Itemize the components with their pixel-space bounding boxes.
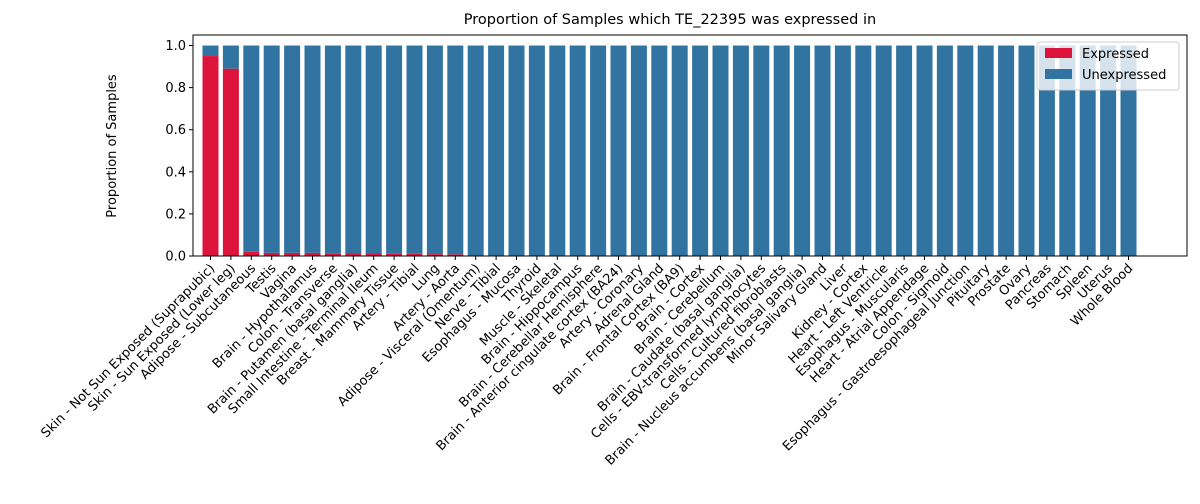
- legend-swatch-expressed: [1045, 48, 1072, 58]
- bar-unexpressed-1: [222, 45, 239, 69]
- bar-expressed-3: [263, 252, 280, 256]
- bar-unexpressed-36: [936, 45, 953, 256]
- bars-group: [202, 45, 1137, 257]
- legend: Expressed Unexpressed: [1036, 41, 1180, 91]
- bar-unexpressed-37: [957, 45, 974, 256]
- y-axis: 0.0 0.2 0.4 0.6 0.8 1.0: [165, 39, 193, 265]
- bar-unexpressed-2: [243, 45, 260, 252]
- bar-unexpressed-28: [773, 45, 790, 256]
- y-tick-label: 0.2: [165, 207, 186, 222]
- bar-unexpressed-13: [467, 45, 484, 256]
- bar-unexpressed-5: [304, 45, 321, 253]
- bar-unexpressed-34: [896, 45, 913, 256]
- bar-unexpressed-3: [263, 45, 280, 253]
- bar-unexpressed-27: [753, 45, 770, 256]
- bar-unexpressed-42: [1059, 45, 1076, 256]
- bar-unexpressed-15: [508, 45, 525, 256]
- bar-expressed-9: [386, 253, 403, 256]
- bar-unexpressed-39: [998, 45, 1015, 256]
- bar-unexpressed-6: [324, 45, 341, 254]
- bar-unexpressed-4: [284, 45, 301, 253]
- bar-unexpressed-41: [1038, 45, 1055, 256]
- bar-unexpressed-23: [671, 45, 688, 256]
- bar-unexpressed-17: [549, 45, 566, 256]
- y-axis-label: Proportion of Samples: [105, 74, 120, 218]
- legend-label-expressed: Expressed: [1082, 47, 1149, 62]
- bar-unexpressed-38: [977, 45, 994, 256]
- bar-unexpressed-9: [386, 45, 403, 254]
- legend-box: [1036, 41, 1180, 91]
- bar-unexpressed-18: [569, 45, 586, 256]
- bar-unexpressed-7: [345, 45, 362, 254]
- bar-expressed-2: [243, 251, 260, 256]
- y-tick-label: 0.8: [165, 81, 186, 96]
- bar-unexpressed-44: [1100, 45, 1117, 256]
- bar-unexpressed-12: [447, 45, 464, 255]
- plot-frame: [192, 34, 1188, 257]
- bar-unexpressed-16: [528, 45, 545, 256]
- bar-unexpressed-10: [406, 45, 423, 254]
- bar-unexpressed-21: [630, 45, 647, 256]
- bar-unexpressed-25: [712, 45, 729, 256]
- bar-expressed-11: [426, 254, 443, 256]
- bar-unexpressed-32: [855, 45, 872, 256]
- bar-unexpressed-43: [1079, 45, 1096, 256]
- bar-unexpressed-26: [732, 45, 749, 256]
- x-tick-label: Skin - Sun Exposed (Lower leg): [85, 261, 238, 414]
- bar-expressed-5: [304, 252, 321, 256]
- bar-unexpressed-31: [834, 45, 851, 256]
- bar-unexpressed-40: [1018, 45, 1035, 256]
- y-tick-label: 0.4: [165, 165, 186, 180]
- chart-title: Proportion of Samples which TE_22395 was…: [464, 12, 876, 28]
- bar-unexpressed-0: [202, 45, 219, 57]
- bar-expressed-7: [345, 253, 362, 256]
- bar-unexpressed-45: [1120, 45, 1137, 256]
- legend-swatch-unexpressed: [1045, 69, 1072, 79]
- bar-unexpressed-11: [426, 45, 443, 255]
- bar-expressed-10: [406, 253, 423, 256]
- bar-unexpressed-19: [590, 45, 607, 256]
- x-tick-label: Skin - Not Sun Exposed (Suprapubic): [38, 261, 218, 441]
- bar-unexpressed-14: [488, 45, 505, 256]
- bar-expressed-8: [365, 253, 382, 256]
- bar-expressed-0: [202, 56, 219, 256]
- bar-unexpressed-20: [610, 45, 627, 256]
- bar-unexpressed-24: [692, 45, 709, 256]
- bar-unexpressed-30: [814, 45, 831, 256]
- legend-label-unexpressed: Unexpressed: [1082, 68, 1166, 83]
- bar-unexpressed-8: [365, 45, 382, 254]
- x-axis: Skin - Not Sun Exposed (Suprapubic)Skin …: [38, 256, 1136, 469]
- y-tick-label: 0.6: [165, 123, 186, 138]
- bar-expressed-6: [324, 253, 341, 256]
- bar-unexpressed-35: [916, 45, 933, 256]
- bar-unexpressed-33: [875, 45, 892, 256]
- y-tick-label: 1.0: [165, 39, 186, 54]
- bar-unexpressed-22: [651, 45, 668, 256]
- y-tick-label: 0.0: [165, 250, 186, 265]
- bar-expressed-12: [447, 254, 464, 256]
- bar-expressed-1: [222, 68, 239, 257]
- bar-expressed-4: [284, 252, 301, 256]
- bar-unexpressed-29: [794, 45, 811, 256]
